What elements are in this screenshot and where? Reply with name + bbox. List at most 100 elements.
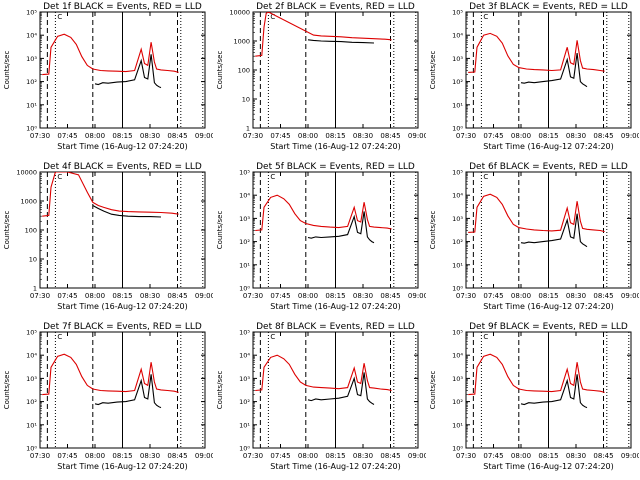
x-tick-label: 08:45 xyxy=(167,292,187,300)
x-axis-label: Start Time (16-Aug-12 07:24:20) xyxy=(270,462,401,471)
y-tick-label: 10² xyxy=(26,78,37,86)
x-tick-label: 08:30 xyxy=(353,132,373,140)
y-tick-label: 10² xyxy=(452,78,463,86)
panel-title: Det 5f BLACK = Events, RED = LLD xyxy=(256,162,415,172)
y-tick-label: 10³ xyxy=(26,55,37,63)
x-tick-label: 09:00 xyxy=(621,292,639,300)
x-tick-label: 08:00 xyxy=(298,132,318,140)
x-tick-label: 08:30 xyxy=(140,452,160,460)
x-tick-label: 08:30 xyxy=(566,452,586,460)
y-tick-label: 10¹ xyxy=(239,261,250,269)
y-tick-label: 10⁴ xyxy=(239,352,250,360)
lld-series-line xyxy=(255,354,392,392)
x-tick-label: 08:45 xyxy=(167,452,187,460)
x-tick-label: 07:45 xyxy=(483,132,503,140)
panel-title: Det 2f BLACK = Events, RED = LLD xyxy=(256,2,415,12)
lld-series-line xyxy=(42,353,179,396)
x-tick-label: 08:00 xyxy=(298,292,318,300)
marker-label: C xyxy=(483,13,488,21)
y-tick-label: 10⁰ xyxy=(26,445,37,453)
x-tick-label: 07:45 xyxy=(270,132,290,140)
events-series-line xyxy=(307,211,375,244)
x-tick-label: 07:30 xyxy=(456,132,476,140)
lld-series-line xyxy=(468,32,605,73)
x-tick-label: 08:45 xyxy=(380,132,400,140)
x-tick-label: 07:30 xyxy=(243,292,263,300)
panel-title: Det 6f BLACK = Events, RED = LLD xyxy=(469,162,628,172)
x-tick-label: 08:00 xyxy=(85,292,105,300)
x-tick-label: 08:15 xyxy=(538,132,558,140)
lld-series-line xyxy=(468,353,605,396)
x-axis-label: Start Time (16-Aug-12 07:24:20) xyxy=(483,302,614,311)
y-tick-label: 10³ xyxy=(239,215,250,223)
marker-label: C xyxy=(57,333,62,341)
y-tick-label: 1 xyxy=(33,285,37,293)
y-tick-label: 10¹ xyxy=(26,101,37,109)
x-axis-label: Start Time (16-Aug-12 07:24:20) xyxy=(57,462,188,471)
x-tick-label: 07:30 xyxy=(30,132,50,140)
marker-label: C xyxy=(270,333,275,341)
y-tick-label: 10⁰ xyxy=(239,445,250,453)
y-axis-label: Counts/sec xyxy=(429,371,437,410)
detector-panel-3: Det 3f BLACK = Events, RED = LLD 10⁰ 10¹ 10… xyxy=(426,0,639,160)
y-tick-label: 10⁰ xyxy=(452,125,463,133)
x-tick-label: 07:45 xyxy=(57,292,77,300)
events-series-line xyxy=(92,205,162,218)
plot-svg: Det 5f BLACK = Events, RED = LLD 10⁰ 10¹ 10… xyxy=(216,162,426,311)
events-series-line xyxy=(520,53,588,88)
y-tick-label: 10² xyxy=(239,238,250,246)
lld-series-line xyxy=(42,33,179,76)
y-tick-label: 10 xyxy=(29,256,37,264)
x-tick-label: 08:15 xyxy=(538,452,558,460)
x-tick-label: 09:00 xyxy=(195,452,213,460)
y-axis-label: Counts/sec xyxy=(3,211,11,250)
lld-series-line xyxy=(42,172,179,217)
y-tick-label: 10000 xyxy=(229,9,250,17)
x-tick-label: 09:00 xyxy=(195,292,213,300)
y-tick-label: 10¹ xyxy=(452,261,463,269)
detector-panel-1: Det 1f BLACK = Events, RED = LLD 10⁰ 10¹ 10… xyxy=(0,0,213,160)
x-tick-label: 08:30 xyxy=(566,132,586,140)
plot-svg: Det 1f BLACK = Events, RED = LLD 10⁰ 10¹ 10… xyxy=(3,2,213,151)
events-series-line xyxy=(94,374,162,409)
x-tick-label: 08:45 xyxy=(593,452,613,460)
y-tick-label: 10⁴ xyxy=(452,32,463,40)
y-axis-label: Counts/sec xyxy=(429,211,437,250)
x-tick-label: 08:30 xyxy=(353,292,373,300)
y-axis-label: Counts/sec xyxy=(3,371,11,410)
panel-title: Det 7f BLACK = Events, RED = LLD xyxy=(43,322,202,332)
y-tick-label: 100 xyxy=(25,227,37,235)
detector-panel-6: Det 6f BLACK = Events, RED = LLD 10⁰ 10¹ 10… xyxy=(426,160,639,320)
y-tick-label: 10⁵ xyxy=(239,169,250,177)
y-tick-label: 10¹ xyxy=(452,101,463,109)
panel-title: Det 9f BLACK = Events, RED = LLD xyxy=(469,322,628,332)
x-tick-label: 07:45 xyxy=(57,132,77,140)
y-axis-label: Counts/sec xyxy=(3,51,11,90)
y-tick-label: 10³ xyxy=(452,375,463,383)
panel-title: Det 3f BLACK = Events, RED = LLD xyxy=(469,2,628,12)
x-tick-label: 09:00 xyxy=(408,132,426,140)
x-tick-label: 07:30 xyxy=(30,452,50,460)
x-tick-label: 08:15 xyxy=(538,292,558,300)
y-tick-label: 10¹ xyxy=(452,421,463,429)
x-tick-label: 07:45 xyxy=(57,452,77,460)
x-tick-label: 08:15 xyxy=(325,132,345,140)
detector-panel-2: Det 2f BLACK = Events, RED = LLD 1 10 100 10… xyxy=(213,0,426,160)
x-tick-label: 08:45 xyxy=(593,292,613,300)
y-tick-label: 10⁰ xyxy=(26,125,37,133)
x-axis-label: Start Time (16-Aug-12 07:24:20) xyxy=(57,142,188,151)
x-tick-label: 09:00 xyxy=(621,452,639,460)
y-tick-label: 10¹ xyxy=(239,421,250,429)
x-tick-label: 08:15 xyxy=(325,452,345,460)
events-series-line xyxy=(307,39,375,44)
x-tick-label: 08:45 xyxy=(167,132,187,140)
y-tick-label: 10⁵ xyxy=(26,9,37,17)
x-tick-label: 08:00 xyxy=(511,292,531,300)
x-axis-label: Start Time (16-Aug-12 07:24:20) xyxy=(270,302,401,311)
x-tick-label: 08:00 xyxy=(298,452,318,460)
x-tick-label: 08:30 xyxy=(140,132,160,140)
events-series-line xyxy=(94,54,162,89)
x-tick-label: 07:45 xyxy=(483,452,503,460)
y-tick-label: 10⁴ xyxy=(26,352,37,360)
